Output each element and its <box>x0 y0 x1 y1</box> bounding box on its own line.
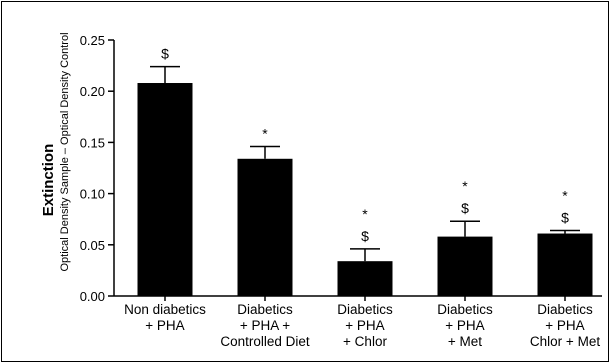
y-axis: 0.00 0.05 0.10 0.15 0.20 0.25 <box>80 33 115 304</box>
category-label: + PHA <box>145 318 184 333</box>
significance-marker: $ <box>461 200 469 216</box>
category-label: + PHA <box>545 318 584 333</box>
y-tick-label: 0.10 <box>80 187 105 202</box>
bar <box>137 83 193 297</box>
y-tick-label: 0.05 <box>80 238 105 253</box>
category-label: + PHA <box>445 318 484 333</box>
error-bars-group <box>150 65 580 262</box>
y-tick-label: 0.20 <box>80 84 105 99</box>
category-label: + PHA <box>345 318 384 333</box>
category-label: + Met <box>448 334 482 349</box>
significance-marker: $ <box>361 228 369 244</box>
category-label: Diabetics <box>437 302 493 317</box>
category-label: Diabetics <box>537 302 593 317</box>
annotations-group: $ * $ * $ * $ * <box>161 46 569 244</box>
category-label: + PHA + <box>240 318 290 333</box>
significance-marker: * <box>562 187 568 203</box>
bar <box>537 233 593 296</box>
bar <box>237 158 293 296</box>
significance-marker: * <box>262 125 268 141</box>
category-label: Controlled Diet <box>220 334 310 349</box>
y-axis-sublabel: Optical Density Sample – Optical Density… <box>59 32 71 271</box>
category-label: Non diabetics <box>124 302 206 317</box>
y-tick-label: 0.15 <box>80 135 105 150</box>
y-tick-label: 0.25 <box>80 33 105 48</box>
category-label: Diabetics <box>237 302 293 317</box>
bar <box>337 261 393 296</box>
significance-marker: * <box>362 206 368 222</box>
x-axis <box>114 295 602 301</box>
category-label: Chlor + Met <box>530 334 600 349</box>
category-label: + Chlor <box>343 334 387 349</box>
y-axis-label: Extinction <box>40 144 57 217</box>
category-label: Diabetics <box>337 302 393 317</box>
bar <box>437 236 493 296</box>
significance-marker: $ <box>161 46 169 62</box>
significance-marker: $ <box>561 209 569 225</box>
bars-group <box>137 83 593 297</box>
y-tick-label: 0.00 <box>80 289 105 304</box>
significance-marker: * <box>462 178 468 194</box>
